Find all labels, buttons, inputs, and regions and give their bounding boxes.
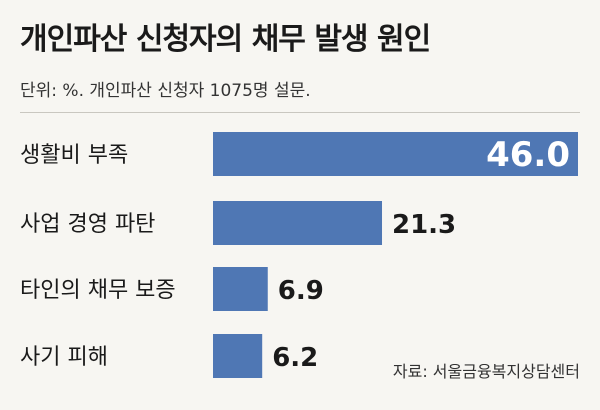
bar xyxy=(213,132,578,176)
value-label: 6.9 xyxy=(278,276,324,306)
category-label: 사업 경영 파탄 xyxy=(20,212,155,237)
chart-title: 개인파산 신청자의 채무 발생 원인 xyxy=(20,22,431,57)
bar xyxy=(213,334,263,378)
value-label: 46.0 xyxy=(486,135,570,175)
value-label: 21.3 xyxy=(392,210,456,240)
bar xyxy=(213,267,268,311)
chart-subtitle: 단위: %. 개인파산 신청자 1075명 설문. xyxy=(20,81,311,101)
title-divider xyxy=(20,112,580,113)
category-label: 타인의 채무 보증 xyxy=(20,278,176,303)
value-label: 6.2 xyxy=(272,343,318,373)
category-label: 사기 피해 xyxy=(20,345,108,370)
bar xyxy=(213,201,383,245)
source-note: 자료: 서울금융복지상담센터 xyxy=(392,362,580,381)
category-label: 생활비 부족 xyxy=(20,143,128,168)
